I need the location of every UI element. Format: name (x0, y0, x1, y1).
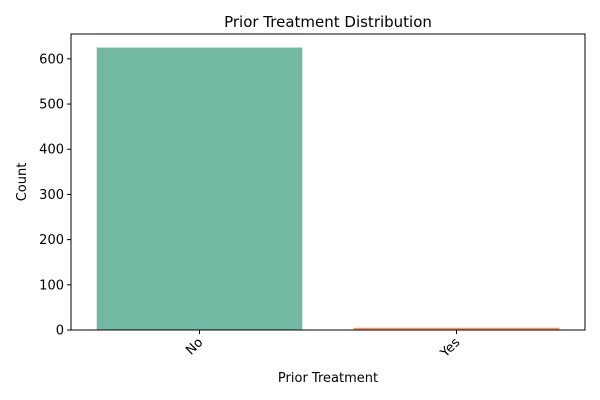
bars-group (96, 47, 560, 330)
y-axis-label: Count (15, 163, 30, 202)
y-tick-label: 400 (39, 143, 64, 158)
bar-no (96, 47, 303, 330)
bar-yes (353, 327, 560, 330)
x-axis: No Yes (183, 330, 463, 361)
y-tick-label: 300 (39, 188, 64, 203)
plot-frame (70, 33, 586, 331)
y-tick-label: 600 (39, 52, 64, 67)
y-axis: 0 100 200 300 400 500 600 (39, 52, 71, 339)
chart-title: Prior Treatment Distribution (224, 13, 432, 31)
y-tick-label: 200 (39, 233, 64, 248)
y-tick-label: 0 (56, 324, 64, 339)
x-tick-label: Yes (437, 335, 463, 361)
x-tick-label: No (183, 335, 206, 358)
y-tick-label: 500 (39, 98, 64, 113)
y-tick-label: 100 (39, 278, 64, 293)
x-axis-label: Prior Treatment (278, 371, 378, 386)
